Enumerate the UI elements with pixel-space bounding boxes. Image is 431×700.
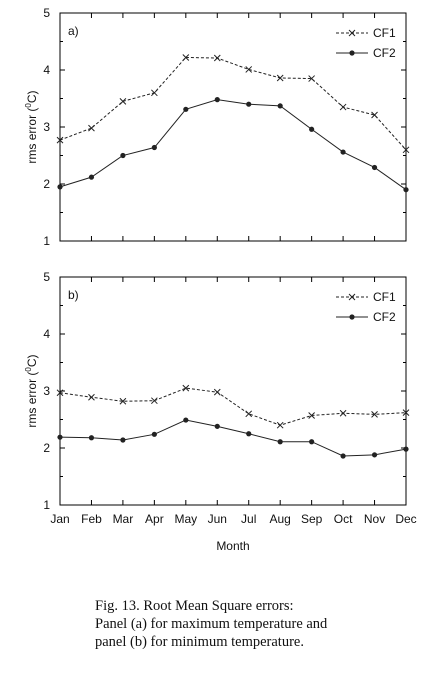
data-point-cf1	[402, 409, 410, 417]
data-point-cf2	[120, 437, 126, 443]
data-point-cf2	[246, 431, 252, 437]
y-tick-label: 5	[43, 270, 50, 284]
data-point-cf2	[88, 435, 95, 441]
data-point-cf2	[214, 423, 220, 429]
data-point-cf2	[403, 446, 409, 452]
data-point-cf2	[214, 97, 220, 103]
figure-caption: Fig. 13. Root Mean Square errors: Panel …	[95, 597, 415, 651]
series-line-cf1	[59, 56, 407, 151]
legend-label-cf2: CF2	[373, 46, 396, 60]
x-tick-label: Oct	[334, 512, 353, 526]
legend-label-cf2: CF2	[373, 310, 396, 324]
y-tick-label: 4	[43, 63, 50, 77]
series-line-cf1	[59, 387, 407, 426]
data-point-cf1	[371, 411, 378, 418]
data-point-cf1	[308, 75, 315, 82]
legend-marker-cf1	[348, 293, 356, 301]
y-tick-label: 2	[43, 177, 50, 191]
series-line-cf2	[59, 419, 407, 457]
data-point-cf1	[245, 410, 253, 418]
y-tick-label: 1	[43, 498, 50, 512]
x-tick-label: Aug	[270, 512, 291, 526]
data-point-cf1	[371, 111, 378, 119]
data-point-cf1	[56, 389, 64, 397]
legend-label-cf1: CF1	[373, 26, 396, 40]
data-point-cf1	[119, 97, 127, 105]
data-point-cf2	[340, 453, 346, 459]
caption-line-3: panel (b) for minimum temperature.	[95, 634, 304, 650]
data-point-cf1	[402, 146, 410, 154]
legend-marker-cf1	[348, 29, 356, 37]
x-tick-label: Jul	[241, 512, 256, 526]
data-point-cf1	[88, 124, 95, 132]
x-tick-label: Jan	[50, 512, 69, 526]
data-point-cf2	[151, 431, 157, 437]
caption-line-1: Fig. 13. Root Mean Square errors:	[95, 598, 294, 614]
data-point-cf2	[183, 417, 189, 423]
y-axis-label: rms error (0C)	[24, 90, 39, 163]
x-tick-label: Sep	[301, 512, 323, 526]
y-tick-label: 4	[43, 327, 50, 341]
y-tick-label: 3	[43, 120, 50, 134]
legend-label-cf1: CF1	[373, 290, 396, 304]
data-point-cf1	[182, 384, 190, 392]
data-point-cf2	[277, 103, 283, 109]
series-line-cf2	[59, 99, 407, 191]
data-point-cf1	[119, 397, 127, 405]
data-point-cf1	[213, 388, 221, 396]
data-point-cf2	[151, 144, 157, 151]
figure: 1 2 3 4 5 rms error (0C) a) CF1 CF2 1 2 3 4 5 Jan Feb Ma…	[24, 6, 417, 553]
y-tick-label: 3	[43, 384, 50, 398]
data-point-cf1	[339, 103, 347, 111]
data-point-cf2	[57, 184, 63, 190]
data-point-cf1	[213, 54, 221, 62]
data-point-cf1	[339, 409, 347, 417]
y-tick-label: 2	[43, 441, 50, 455]
data-point-cf2	[246, 101, 252, 107]
data-point-cf2	[183, 106, 189, 112]
legend-marker-cf2	[349, 50, 355, 56]
data-point-cf2	[57, 434, 63, 440]
panel-b: 1 2 3 4 5 Jan Feb Mar Apr May Jun Jul Aug Sep Oct Nov De…	[24, 270, 417, 553]
data-point-cf1	[276, 421, 284, 429]
data-point-cf2	[120, 152, 126, 159]
plot-frame	[59, 276, 407, 506]
plot-frame	[59, 12, 407, 242]
y-tick-label: 5	[43, 6, 50, 20]
data-point-cf1	[151, 397, 158, 405]
data-point-cf2	[277, 439, 283, 445]
x-tick-label: May	[174, 512, 197, 526]
data-point-cf1	[56, 136, 64, 144]
x-tick-label: Mar	[113, 512, 134, 526]
y-axis-label: rms error (0C)	[24, 354, 39, 427]
data-point-cf1	[182, 54, 190, 61]
data-point-cf2	[309, 439, 315, 445]
data-point-cf1	[151, 89, 158, 97]
y-tick-label: 1	[43, 234, 50, 248]
data-point-cf1	[276, 74, 284, 82]
data-point-cf2	[340, 149, 346, 155]
panel-a: 1 2 3 4 5 rms error (0C) a) CF1 CF2	[24, 6, 410, 248]
data-point-cf1	[88, 393, 95, 401]
data-point-cf2	[371, 164, 378, 171]
x-tick-label: Apr	[145, 512, 164, 526]
legend-marker-cf2	[349, 314, 355, 320]
data-point-cf2	[88, 174, 95, 180]
data-point-cf2	[403, 187, 409, 193]
data-point-cf1	[245, 66, 253, 73]
x-tick-label: Dec	[395, 512, 416, 526]
x-tick-label: Nov	[364, 512, 385, 526]
data-point-cf2	[371, 452, 378, 458]
x-tick-label: Jun	[208, 512, 227, 526]
data-point-cf1	[308, 412, 315, 419]
data-point-cf2	[309, 126, 315, 132]
x-tick-label: Feb	[81, 512, 102, 526]
x-axis-label: Month	[216, 539, 249, 553]
panel-label: a)	[68, 24, 79, 38]
caption-line-2: Panel (a) for maximum temperature and	[95, 616, 328, 632]
panel-label: b)	[68, 288, 79, 302]
